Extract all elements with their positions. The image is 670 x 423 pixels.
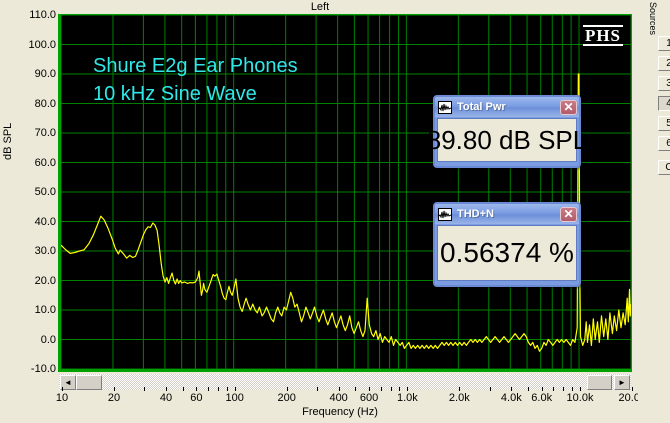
x-minor-tick xyxy=(355,387,357,391)
annotation-signal: 10 kHz Sine Wave xyxy=(93,83,257,105)
side-panel-button-1[interactable]: 1 xyxy=(658,36,670,51)
x-minor-tick xyxy=(165,387,167,391)
y-tick-label: 50.0 xyxy=(34,186,56,198)
x-axis-label: Frequency (Hz) xyxy=(302,406,378,418)
dialog-titlebar[interactable]: THD+N ✕ xyxy=(435,204,579,224)
y-tick-label: 40.0 xyxy=(34,215,56,228)
x-minor-tick xyxy=(338,387,340,391)
x-tick-label: 40 xyxy=(159,392,173,404)
x-tick-label: 100 xyxy=(225,392,244,404)
side-panel-button-2[interactable]: 2 xyxy=(658,56,670,71)
x-tick-label: 4.0k xyxy=(500,392,522,404)
x-minor-tick xyxy=(541,387,543,391)
scroll-left-button[interactable]: ◄ xyxy=(60,375,76,390)
x-minor-tick xyxy=(369,387,371,391)
y-axis-ticks: 110.0 100.0 90.0 80.0 70.0 60.0 50.0 40.0 30.0 20… xyxy=(0,0,56,423)
annotation-device: Shure E2g Ear Phones xyxy=(93,55,298,77)
total-power-readout-dialog[interactable]: Total Pwr ✕ 89.80 dB SPL xyxy=(427,95,587,168)
y-tick-label: 80.0 xyxy=(34,97,56,110)
x-tick-label: 6.0k xyxy=(531,392,553,404)
x-minor-tick xyxy=(317,387,319,391)
thdn-readout-dialog[interactable]: THD+N ✕ 0.56374 % xyxy=(433,202,581,287)
x-tick-label: 10 xyxy=(55,392,69,404)
y-tick-label: 0.0 xyxy=(40,333,56,346)
plot-area[interactable]: Shure E2g Ear Phones 10 kHz Sine Wave PH… xyxy=(58,14,632,372)
x-minor-tick xyxy=(489,387,491,391)
side-panel-button-6[interactable]: 6 xyxy=(658,136,670,151)
x-minor-tick xyxy=(286,387,288,391)
side-panel-button-5[interactable]: 5 xyxy=(658,116,670,131)
x-minor-tick xyxy=(226,387,228,391)
x-minor-tick xyxy=(563,387,565,391)
x-minor-tick xyxy=(217,387,219,391)
y-tick-label: 30.0 xyxy=(34,245,56,257)
x-minor-tick xyxy=(113,387,115,391)
x-tick-label: 400 xyxy=(329,392,348,404)
y-tick-label: 10.0 xyxy=(34,304,56,316)
close-icon[interactable]: ✕ xyxy=(560,206,577,222)
x-tick-label: 600 xyxy=(359,392,379,404)
plot-inner: Shure E2g Ear Phones 10 kHz Sine Wave PH… xyxy=(61,15,631,369)
x-minor-tick xyxy=(196,387,198,391)
close-icon[interactable]: ✕ xyxy=(560,99,577,115)
y-tick-label: 70.0 xyxy=(34,127,56,139)
x-minor-tick xyxy=(380,387,382,391)
total-power-value: 89.80 dB SPL xyxy=(426,124,588,155)
x-minor-tick xyxy=(553,387,555,391)
left-arrow-icon: ◄ xyxy=(64,377,72,387)
dialog-body: 89.80 dB SPL xyxy=(427,118,587,162)
scrollbar-thumb-right[interactable] xyxy=(587,375,612,390)
y-tick-label: 100.0 xyxy=(28,38,56,51)
right-arrow-icon: ► xyxy=(618,377,626,387)
x-tick-label: 60 xyxy=(190,392,203,404)
side-panel-button-clear[interactable]: C xyxy=(658,160,670,175)
watermark-phs: PHS xyxy=(582,25,623,46)
dialog-titlebar[interactable]: Total Pwr ✕ xyxy=(435,97,579,117)
dialog-body: 0.56374 % xyxy=(437,225,577,281)
x-minor-tick xyxy=(182,387,184,391)
scrollbar-thumb-left[interactable] xyxy=(76,375,102,390)
x-minor-tick xyxy=(511,387,513,391)
y-tick-label: 20.0 xyxy=(34,274,56,287)
y-tick-label: 90.0 xyxy=(34,68,56,80)
x-minor-tick xyxy=(234,387,236,391)
y-tick-label: -10.0 xyxy=(30,363,56,375)
x-tick-label: 2.0k xyxy=(448,392,470,404)
x-minor-tick xyxy=(459,387,461,391)
dialog-title-text: THD+N xyxy=(457,208,494,220)
x-minor-tick xyxy=(572,387,574,391)
y-tick-label: 110.0 xyxy=(29,9,56,21)
x-minor-tick xyxy=(632,387,633,391)
x-minor-tick xyxy=(207,387,209,391)
spectrum-trace xyxy=(61,15,631,369)
x-tick-label: 200 xyxy=(277,392,296,404)
dialog-title-text: Total Pwr xyxy=(457,101,506,113)
x-tick-label: 10.0k xyxy=(566,392,594,404)
x-minor-tick xyxy=(390,387,392,391)
x-axis-ticks: 10 20 40 60 100 200 400 600 1.0k 2.0k 4.0k 6.0k 10.0… xyxy=(0,387,670,408)
thdn-value: 0.56374 % xyxy=(440,237,574,268)
side-panel-label: Sources xyxy=(648,2,658,36)
waveform-icon xyxy=(438,100,452,114)
side-panel: Sources 1 2 3 4 5 6 C xyxy=(638,0,670,423)
side-panel-button-4[interactable]: 4 xyxy=(658,96,670,111)
x-minor-tick xyxy=(580,387,582,391)
x-minor-tick xyxy=(399,387,401,391)
chart-title: Left xyxy=(310,1,330,13)
side-panel-button-3[interactable]: 3 xyxy=(658,76,670,91)
x-minor-tick xyxy=(62,387,63,391)
horizontal-scrollbar[interactable]: ◄ ► xyxy=(58,373,632,391)
x-minor-tick xyxy=(144,387,146,391)
y-tick-label: 60.0 xyxy=(34,156,56,169)
x-minor-tick xyxy=(528,387,530,391)
x-minor-tick xyxy=(407,387,409,391)
scroll-right-button[interactable]: ► xyxy=(614,375,630,390)
x-tick-label: 1.0k xyxy=(396,392,418,404)
waveform-icon xyxy=(438,207,452,221)
x-tick-label: 20 xyxy=(107,392,121,404)
